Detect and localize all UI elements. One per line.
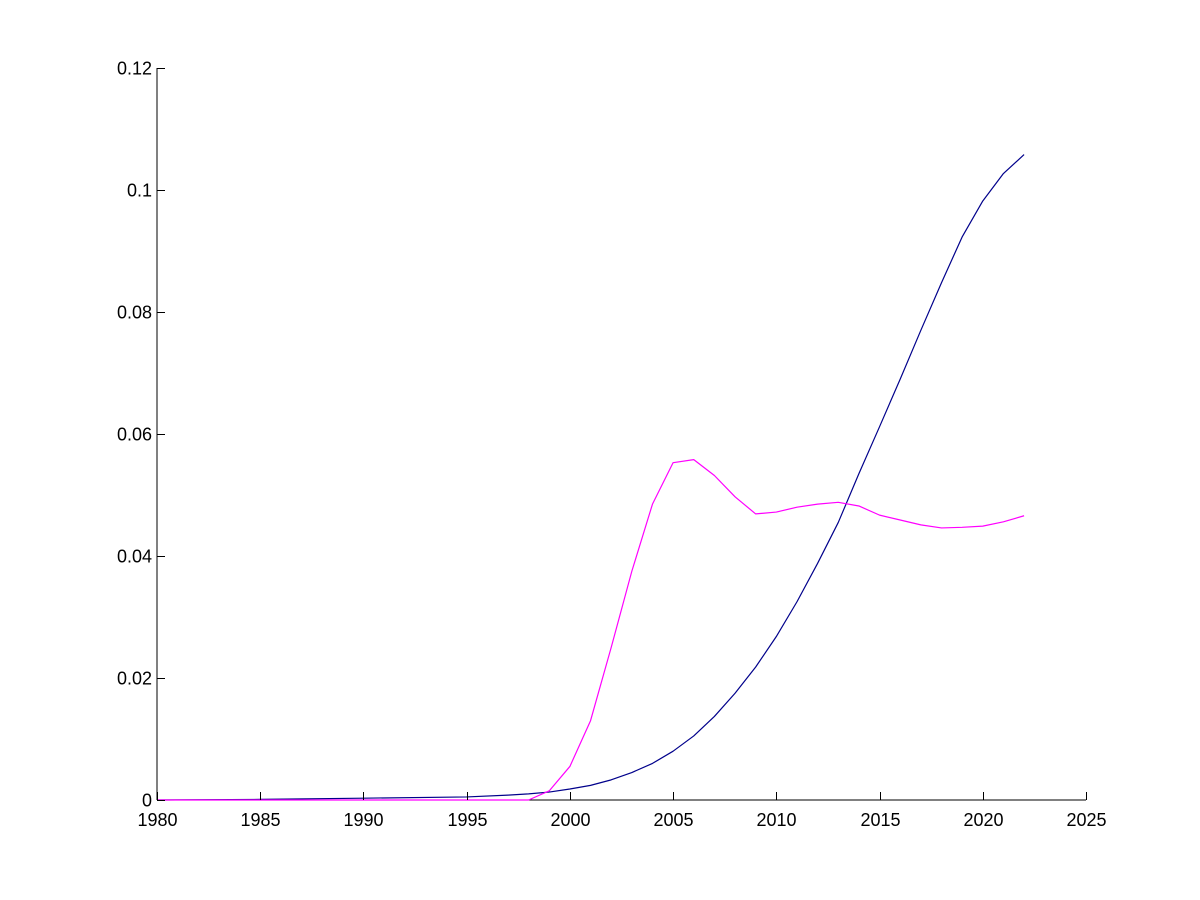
y-tick-label: 0.08 xyxy=(117,303,152,323)
series-group xyxy=(156,154,1025,801)
axes xyxy=(156,68,1086,801)
x-tick-label: 2010 xyxy=(756,810,796,830)
x-tick-label: 2015 xyxy=(860,810,900,830)
y-tick-label: 0.1 xyxy=(127,181,152,201)
series-line-2 xyxy=(157,459,1025,801)
x-tick-label: 2025 xyxy=(1066,810,1106,830)
y-tick-label: 0.12 xyxy=(117,59,152,79)
x-tick-label: 1980 xyxy=(137,810,177,830)
x-tick-label: 1985 xyxy=(240,810,280,830)
x-tick-label: 2005 xyxy=(653,810,693,830)
y-tick-label: 0.04 xyxy=(117,547,152,567)
y-tick-label: 0 xyxy=(142,791,152,811)
series-line-1 xyxy=(156,154,1025,801)
x-tick-label: 2000 xyxy=(550,810,590,830)
tick-group: 1980 1985 1990 1995 2000 2005 2010 2015 2020 2025… xyxy=(117,59,1107,831)
x-tick-label: 1990 xyxy=(343,810,383,830)
y-tick-label: 0.02 xyxy=(117,669,152,689)
x-tick-label: 1995 xyxy=(447,810,487,830)
x-tick-label: 2020 xyxy=(963,810,1003,830)
y-tick-label: 0.06 xyxy=(117,425,152,445)
